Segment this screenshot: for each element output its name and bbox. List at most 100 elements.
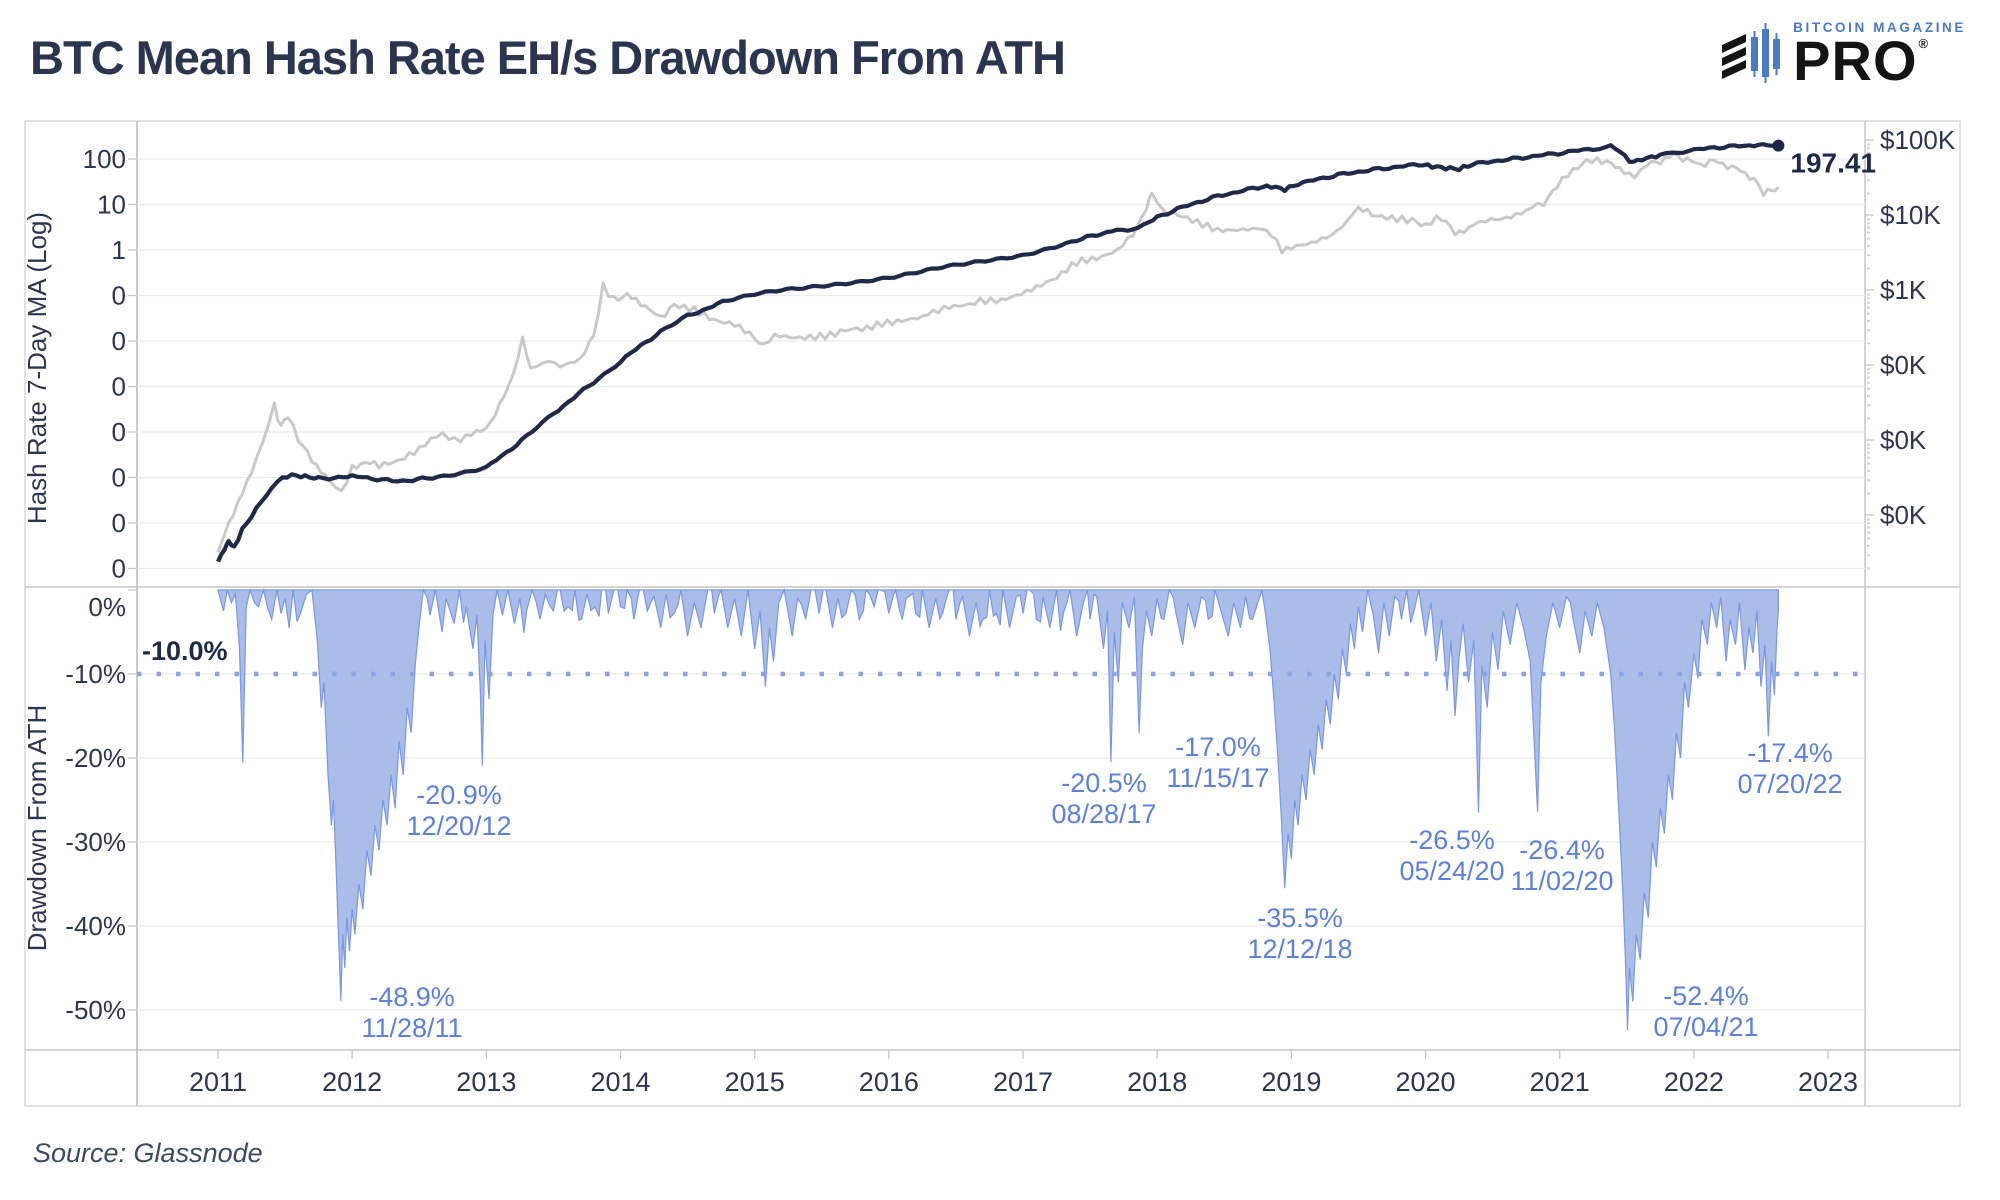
page-title: BTC Mean Hash Rate EH/s Drawdown From AT… [30, 31, 1066, 84]
right-axis-minor-tick [1867, 312, 1870, 315]
right-axis-minor-tick [1867, 554, 1870, 557]
right-axis-minor-tick [1867, 469, 1870, 472]
drawdown-annotation-date: 05/24/20 [1399, 856, 1504, 886]
right-axis-minor-tick [1867, 218, 1870, 221]
drawdown-axis-tick-label: -50% [65, 995, 126, 1025]
right-axis-minor-tick [1867, 404, 1870, 407]
right-axis-minor-tick [1867, 451, 1870, 454]
drawdown-axis-tick-label: 0% [88, 592, 126, 622]
right-axis-minor-tick [1867, 376, 1870, 379]
drawdown-axis-tick-label: -30% [65, 827, 126, 857]
right-axis-minor-tick [1867, 456, 1870, 459]
right-axis-minor-tick [1867, 151, 1870, 154]
right-axis-tick-label: $1K [1880, 275, 1927, 305]
right-axis-minor-tick [1867, 342, 1870, 345]
right-axis-minor-tick [1867, 417, 1870, 420]
drawdown-axis-tick-label: -10% [65, 659, 126, 689]
right-axis-minor-tick [1867, 306, 1870, 309]
left-axis-tick-label: 0 [112, 326, 126, 356]
drawdown-annotation-value: -52.4% [1663, 981, 1749, 1011]
right-axis-minor-tick [1867, 319, 1870, 322]
threshold-label: -10.0% [142, 636, 228, 666]
year-axis-label: 2018 [1127, 1067, 1187, 1097]
right-axis-minor-tick [1867, 226, 1870, 229]
right-axis-minor-tick [1867, 169, 1870, 172]
year-axis-label: 2013 [456, 1067, 516, 1097]
drawdown-annotation-value: -17.4% [1747, 738, 1833, 768]
chart-outer-frame [24, 120, 1961, 1107]
right-axis-tick-label: $10K [1880, 200, 1941, 230]
drawdown-annotation-value: -20.5% [1061, 768, 1147, 798]
left-axis-tick-label: 0 [112, 508, 126, 538]
right-axis-minor-tick [1867, 156, 1870, 159]
right-axis-minor-tick [1867, 368, 1870, 371]
right-axis-minor-tick [1867, 222, 1870, 225]
drawdown-annotation-date: 07/04/21 [1653, 1012, 1758, 1042]
right-axis-tick-label: $100K [1880, 125, 1956, 155]
year-axis-label: 2012 [322, 1067, 382, 1097]
drawdown-annotation-date: 08/28/17 [1051, 799, 1156, 829]
year-axis-label: 2015 [725, 1067, 785, 1097]
right-axis-minor-tick [1867, 526, 1870, 529]
drawdown-annotation-date: 11/28/11 [361, 1013, 462, 1043]
drawdown-axis-tick-label: -20% [65, 743, 126, 773]
right-axis-tick-label: $0K [1880, 350, 1927, 380]
drawdown-annotation-value: -48.9% [369, 982, 455, 1012]
year-axis-label: 2014 [590, 1067, 650, 1097]
right-axis-minor-tick [1867, 179, 1870, 182]
year-axis-label: 2011 [189, 1067, 247, 1097]
right-axis-minor-tick [1867, 254, 1870, 257]
drawdown-annotation-value: -26.5% [1409, 825, 1495, 855]
right-axis-minor-tick [1867, 443, 1870, 446]
year-axis-label: 2019 [1261, 1067, 1321, 1097]
left-axis-tick-label: 1 [112, 235, 126, 265]
right-axis-tick-label: $0K [1880, 500, 1927, 530]
drawdown-annotation-value: -17.0% [1175, 732, 1261, 762]
drawdown-area[interactable] [217, 587, 1779, 1031]
year-axis-label: 2023 [1798, 1067, 1858, 1097]
left-axis-tick-label: 10 [97, 190, 126, 220]
right-axis-minor-tick [1867, 492, 1870, 495]
drawdown-annotation-date: 11/15/17 [1166, 763, 1269, 793]
right-axis-minor-tick [1867, 537, 1870, 540]
year-axis-label: 2020 [1395, 1067, 1455, 1097]
hash-rate-axis-title: Hash Rate 7-Day MA (Log) [22, 212, 52, 524]
right-axis-minor-tick [1867, 387, 1870, 390]
hash-rate-end-value-label: 197.41 [1790, 148, 1876, 179]
right-axis-minor-tick [1867, 544, 1870, 547]
bitcoin-magazine-pro-logo: BITCOIN MAGAZINE PRO ® [1722, 20, 1966, 92]
right-axis-minor-tick [1867, 329, 1870, 332]
right-axis-minor-tick [1867, 462, 1870, 465]
left-axis-tick-label: 100 [83, 144, 126, 174]
price-line[interactable] [216, 152, 1780, 553]
right-axis-minor-tick [1867, 237, 1870, 240]
right-axis-minor-tick [1867, 244, 1870, 247]
right-axis-minor-tick [1867, 297, 1870, 300]
hash-rate-line[interactable] [216, 142, 1779, 563]
right-axis-minor-tick [1867, 518, 1870, 521]
right-axis-minor-tick [1867, 479, 1870, 482]
right-axis-minor-tick [1867, 147, 1870, 150]
drawdown-axis-tick-label: -40% [65, 911, 126, 941]
right-axis-minor-tick [1867, 381, 1870, 384]
right-axis-minor-tick [1867, 447, 1870, 450]
right-axis-minor-tick [1867, 143, 1870, 146]
right-axis-minor-tick [1867, 301, 1870, 304]
logo-brand-label: BITCOIN MAGAZINE [1793, 20, 1966, 35]
year-axis-label: 2016 [859, 1067, 919, 1097]
drawdown-annotation-date: 11/02/20 [1510, 866, 1613, 896]
right-axis-minor-tick [1867, 231, 1870, 234]
drawdown-annotation-value: -35.5% [1257, 903, 1343, 933]
year-axis-label: 2022 [1664, 1067, 1724, 1097]
drawdown-axis-title: Drawdown From ATH [22, 705, 52, 952]
left-axis-tick-label: 0 [112, 281, 126, 311]
right-axis-minor-tick [1867, 192, 1870, 195]
right-axis-minor-tick [1867, 267, 1870, 270]
right-axis-tick-label: $0K [1880, 425, 1927, 455]
candlestick-logo-icon [1722, 22, 1781, 83]
year-axis-label: 2017 [993, 1067, 1053, 1097]
logo-product-label: PRO ® [1793, 29, 1930, 92]
left-axis-tick-label: 0 [112, 372, 126, 402]
drawdown-annotation-value: -20.9% [416, 780, 502, 810]
